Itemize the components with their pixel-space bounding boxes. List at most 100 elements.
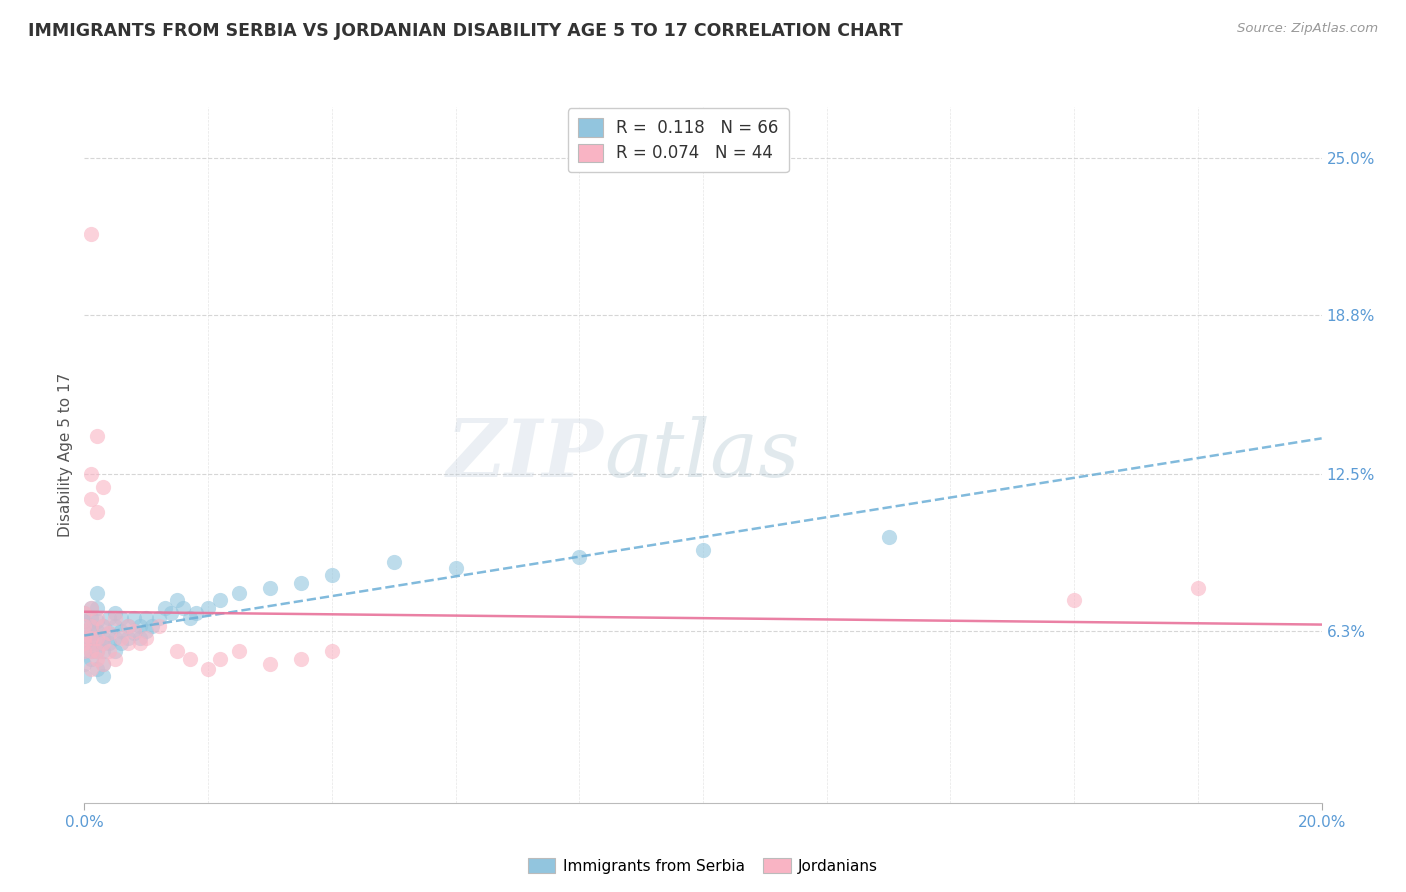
Point xyxy=(692,542,714,557)
Point xyxy=(73,644,96,658)
Point xyxy=(79,601,101,615)
Point xyxy=(86,601,108,615)
Point xyxy=(79,644,101,658)
Point xyxy=(86,662,108,676)
Point xyxy=(104,632,127,646)
Point xyxy=(184,606,207,620)
Point xyxy=(444,560,467,574)
Point xyxy=(91,479,114,493)
Point xyxy=(104,651,127,665)
Point xyxy=(321,568,343,582)
Point xyxy=(568,550,591,565)
Point xyxy=(166,644,188,658)
Point xyxy=(91,657,114,671)
Text: IMMIGRANTS FROM SERBIA VS JORDANIAN DISABILITY AGE 5 TO 17 CORRELATION CHART: IMMIGRANTS FROM SERBIA VS JORDANIAN DISA… xyxy=(28,22,903,40)
Point xyxy=(79,626,101,640)
Point xyxy=(98,611,121,625)
Point xyxy=(135,632,157,646)
Point xyxy=(104,611,127,625)
Point xyxy=(91,618,114,632)
Point xyxy=(91,618,114,632)
Point xyxy=(197,601,219,615)
Point xyxy=(122,624,145,638)
Point xyxy=(79,467,101,481)
Point xyxy=(209,593,232,607)
Point xyxy=(228,586,250,600)
Point xyxy=(1063,593,1085,607)
Point xyxy=(86,429,108,443)
Point xyxy=(259,657,281,671)
Point xyxy=(86,632,108,646)
Point xyxy=(877,530,900,544)
Point xyxy=(104,644,127,658)
Legend: R =  0.118   N = 66, R = 0.074   N = 44: R = 0.118 N = 66, R = 0.074 N = 44 xyxy=(568,109,789,172)
Point xyxy=(290,651,312,665)
Point xyxy=(135,624,157,638)
Point xyxy=(86,644,108,658)
Point xyxy=(79,227,101,241)
Point xyxy=(98,644,121,658)
Point xyxy=(321,644,343,658)
Point xyxy=(86,644,108,658)
Point xyxy=(86,651,108,665)
Point xyxy=(1187,581,1209,595)
Point xyxy=(91,636,114,650)
Point xyxy=(79,611,101,625)
Point xyxy=(117,632,139,646)
Point xyxy=(148,618,170,632)
Point xyxy=(91,636,114,650)
Point xyxy=(86,586,108,600)
Y-axis label: Disability Age 5 to 17: Disability Age 5 to 17 xyxy=(58,373,73,537)
Point xyxy=(86,614,108,628)
Point xyxy=(209,651,232,665)
Point xyxy=(153,601,176,615)
Point xyxy=(98,626,121,640)
Point xyxy=(73,618,96,632)
Point xyxy=(110,624,132,638)
Point xyxy=(73,614,96,628)
Point xyxy=(110,632,132,646)
Point xyxy=(104,606,127,620)
Point xyxy=(382,556,405,570)
Point xyxy=(179,651,201,665)
Point xyxy=(228,644,250,658)
Point xyxy=(129,618,152,632)
Point xyxy=(73,632,96,646)
Point xyxy=(91,657,114,671)
Point xyxy=(117,618,139,632)
Point xyxy=(166,593,188,607)
Point xyxy=(73,624,96,638)
Point xyxy=(79,632,101,646)
Point xyxy=(86,611,108,625)
Point xyxy=(91,669,114,683)
Point xyxy=(79,601,101,615)
Point xyxy=(129,632,152,646)
Point xyxy=(79,632,101,646)
Point xyxy=(73,606,96,620)
Point xyxy=(148,611,170,625)
Point xyxy=(104,618,127,632)
Point xyxy=(73,636,96,650)
Point xyxy=(91,632,114,646)
Point xyxy=(79,618,101,632)
Point xyxy=(98,626,121,640)
Point xyxy=(79,636,101,650)
Point xyxy=(110,636,132,650)
Point xyxy=(73,657,96,671)
Point xyxy=(79,644,101,658)
Point xyxy=(86,624,108,638)
Point xyxy=(179,611,201,625)
Point xyxy=(117,636,139,650)
Point xyxy=(86,632,108,646)
Point xyxy=(73,669,96,683)
Point xyxy=(79,651,101,665)
Legend: Immigrants from Serbia, Jordanians: Immigrants from Serbia, Jordanians xyxy=(522,852,884,880)
Point xyxy=(110,611,132,625)
Point xyxy=(160,606,183,620)
Point xyxy=(73,606,96,620)
Point xyxy=(73,632,96,646)
Point xyxy=(79,618,101,632)
Point xyxy=(122,611,145,625)
Point xyxy=(117,618,139,632)
Text: atlas: atlas xyxy=(605,417,800,493)
